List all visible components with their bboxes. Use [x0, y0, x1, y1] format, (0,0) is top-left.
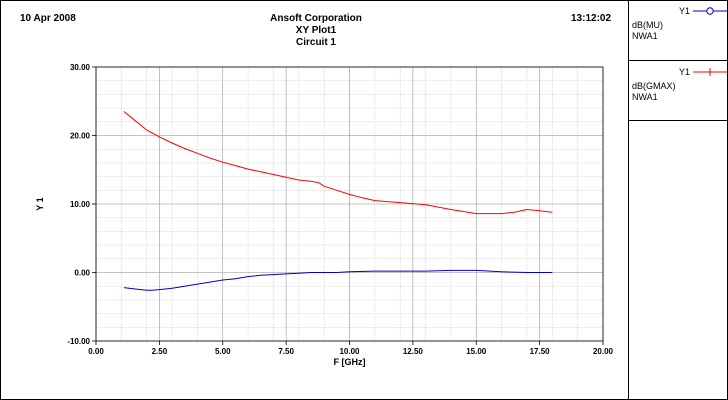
- y-tick-label: -10.00: [67, 337, 90, 346]
- header-time: 13:12:02: [571, 13, 612, 24]
- x-tick-label: 7.50: [278, 347, 294, 356]
- circle-icon: [693, 7, 727, 15]
- xy-plot[interactable]: 0.00 2.50 5.00 7.50 10.00 12.50 15.00 17.50 20.0…: [0, 0, 628, 400]
- legend-panel: Y1 dB(MU) NWA1 Y1 dB(GMAX) NWA1: [628, 0, 728, 400]
- x-tick-label: 10.00: [339, 347, 360, 356]
- plus-icon: [693, 68, 727, 76]
- x-axis-title: F [GHz]: [334, 357, 366, 367]
- x-tick-label: 0.00: [88, 347, 104, 356]
- legend-axis-label: Y1: [679, 6, 691, 16]
- legend-series-name: dB(MU): [632, 20, 663, 30]
- y-tick-label: 20.00: [70, 132, 91, 141]
- header-plot-name: XY Plot1: [295, 25, 337, 36]
- legend-series-source: NWA1: [632, 92, 658, 102]
- header-title-block: Ansoft Corporation XY Plot1 Circuit 1: [262, 13, 370, 49]
- header-company: Ansoft Corporation: [270, 13, 362, 24]
- header-date: 10 Apr 2008: [20, 13, 76, 24]
- y-tick-label: 0.00: [74, 269, 90, 278]
- legend-entry-gmax[interactable]: Y1 dB(GMAX) NWA1: [629, 61, 728, 121]
- x-tick-label: 15.00: [466, 347, 487, 356]
- series-line-db-mu: [123, 269, 553, 291]
- y-tick-label: 10.00: [70, 200, 91, 209]
- legend-entry-mu[interactable]: Y1 dB(MU) NWA1: [629, 0, 728, 61]
- y-axis-title: Y 1: [35, 197, 45, 210]
- legend-axis-label: Y1: [679, 67, 691, 77]
- y-tick-label: 30.00: [70, 63, 91, 72]
- legend-series-source: NWA1: [632, 31, 658, 41]
- x-tick-label: 12.50: [403, 347, 424, 356]
- header-circuit: Circuit 1: [295, 37, 336, 48]
- x-tick-label: 17.50: [530, 347, 551, 356]
- series-line-db-gmax: [123, 111, 553, 215]
- x-tick-label: 20.00: [593, 347, 614, 356]
- x-tick-label: 5.00: [215, 347, 231, 356]
- legend-series-name: dB(GMAX): [632, 81, 676, 91]
- x-tick-label: 2.50: [152, 347, 168, 356]
